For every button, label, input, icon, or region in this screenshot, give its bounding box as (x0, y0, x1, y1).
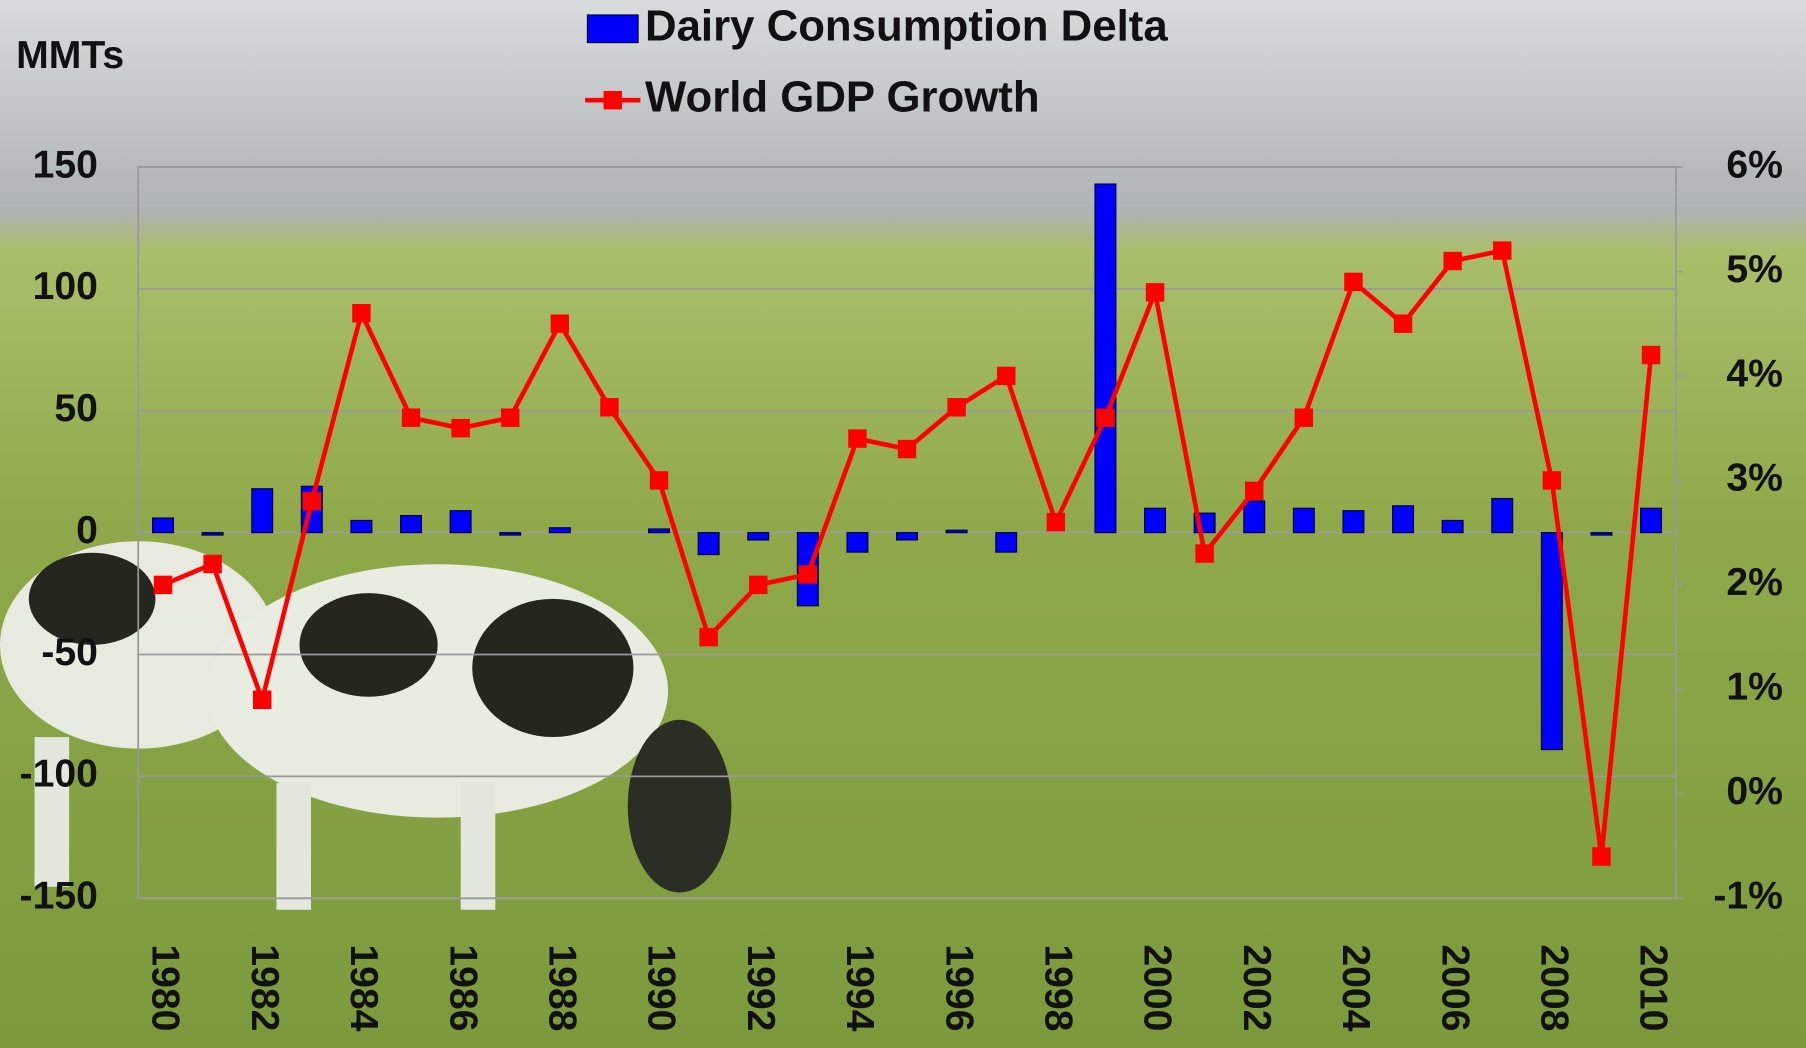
x-tick-label: 2000 (1136, 944, 1179, 1031)
y2-tick-label: 5% (1726, 248, 1783, 291)
chart: MMTs -150 -100 -50 0 50 100 150 -1% 0% 1% 2% 3% 4% 5%… (0, 0, 1806, 1048)
marker (947, 398, 965, 416)
x-tick-label: 2010 (1632, 944, 1675, 1031)
y2-tick-label: 0% (1726, 770, 1783, 813)
x-tick-label: 1988 (540, 944, 583, 1031)
bar (153, 518, 174, 533)
legend-label: World GDP Growth (645, 73, 1040, 122)
bar (698, 533, 719, 555)
marker (154, 576, 172, 594)
marker (1543, 471, 1561, 489)
marker (799, 565, 817, 583)
bar (1145, 508, 1166, 532)
marker (1592, 847, 1610, 865)
bar (401, 516, 422, 533)
x-tick-label: 1982 (243, 944, 286, 1031)
y2-tick-label: 1% (1726, 666, 1783, 709)
marker (1146, 283, 1164, 301)
marker (501, 409, 519, 427)
x-tick-label: 2008 (1533, 944, 1576, 1031)
x-tick-label: 1994 (838, 944, 881, 1031)
bar (450, 511, 471, 533)
bar (1293, 508, 1314, 532)
y-tick-label: 150 (33, 143, 98, 186)
y-axis-title: MMTs (16, 34, 124, 77)
bar (549, 528, 570, 533)
bar (1393, 506, 1414, 533)
x-tick-label: 1980 (144, 944, 187, 1031)
marker (402, 409, 420, 427)
marker (848, 429, 866, 447)
x-tick-label: 2006 (1433, 944, 1476, 1031)
bar (897, 533, 918, 540)
bar (1591, 533, 1612, 535)
marker (1047, 513, 1065, 531)
marker (253, 691, 271, 709)
marker (451, 419, 469, 437)
marker (1295, 409, 1313, 427)
x-tick-label: 1996 (937, 944, 980, 1031)
y-tick-label: -100 (20, 753, 98, 796)
x-tick-label: 1992 (739, 944, 782, 1031)
y2-tick-label: 4% (1726, 352, 1783, 395)
bar (946, 530, 967, 532)
y-tick-label: -50 (41, 631, 98, 674)
bar (351, 520, 372, 532)
bar (1492, 499, 1513, 533)
bar (847, 533, 868, 553)
y-tick-label: -150 (20, 875, 98, 918)
y2-tick-label: -1% (1713, 875, 1783, 918)
marker (600, 398, 618, 416)
legend-swatch (604, 91, 622, 109)
x-tick-label: 2002 (1235, 944, 1278, 1031)
marker (352, 304, 370, 322)
bar (1343, 511, 1364, 533)
marker (650, 471, 668, 489)
y-tick-label: 100 (33, 265, 98, 308)
y-tick-label: 50 (54, 387, 98, 430)
marker (1394, 314, 1412, 332)
bar (202, 533, 223, 535)
marker (1642, 346, 1660, 364)
x-tick-label: 1986 (441, 944, 484, 1031)
y-tick-label: 0 (76, 509, 98, 552)
y2-tick-label: 3% (1726, 457, 1783, 500)
bar (748, 533, 769, 540)
bar (996, 533, 1017, 553)
bar (1095, 184, 1116, 533)
bar (1244, 501, 1265, 533)
marker (898, 440, 916, 458)
bar (1541, 533, 1562, 750)
marker (203, 555, 221, 573)
y2-tick-label: 6% (1726, 143, 1783, 186)
y2-tick-label: 2% (1726, 561, 1783, 604)
x-tick-label: 1998 (1036, 944, 1079, 1031)
marker (1344, 273, 1362, 291)
bar (649, 529, 670, 533)
marker (1195, 544, 1213, 562)
marker (1443, 252, 1461, 270)
legend-label: Dairy Consumption Delta (645, 1, 1168, 50)
bar (1641, 508, 1662, 532)
marker (551, 314, 569, 332)
bar (1442, 520, 1463, 532)
marker (749, 576, 767, 594)
marker (699, 628, 717, 646)
x-tick-label: 2004 (1334, 944, 1377, 1031)
x-tick-label: 1990 (640, 944, 683, 1031)
marker (997, 367, 1015, 385)
legend-swatch (587, 15, 638, 43)
marker (303, 492, 321, 510)
marker (1245, 482, 1263, 500)
marker (1096, 409, 1114, 427)
bar (500, 533, 521, 535)
bar (252, 489, 273, 533)
x-tick-label: 1984 (342, 944, 385, 1031)
marker (1493, 241, 1511, 259)
